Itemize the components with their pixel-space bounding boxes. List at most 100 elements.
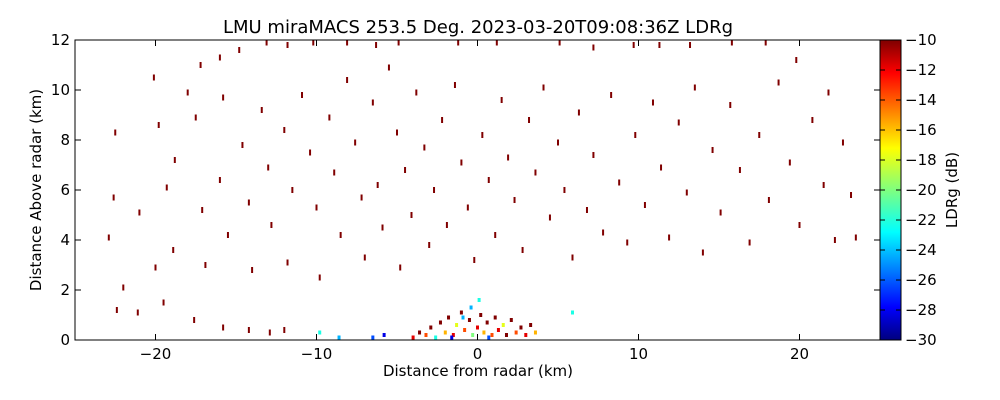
data-point	[487, 177, 490, 183]
data-point	[689, 42, 692, 48]
data-point	[748, 239, 751, 246]
data-point	[473, 257, 476, 263]
data-point	[482, 330, 486, 335]
data-point	[850, 192, 853, 198]
data-point	[513, 197, 516, 203]
data-point	[375, 42, 378, 48]
data-point	[585, 207, 588, 213]
data-point	[496, 328, 500, 332]
colorbar-tick-label: −12	[905, 61, 937, 79]
data-point	[677, 119, 680, 126]
x-tick-label: 10	[629, 345, 648, 363]
data-point	[451, 333, 455, 337]
data-point	[433, 187, 436, 193]
data-point	[152, 74, 155, 81]
data-point	[162, 299, 165, 306]
data-point	[443, 330, 447, 335]
data-point	[822, 182, 825, 188]
data-point	[411, 335, 415, 340]
data-point	[557, 139, 559, 146]
data-point	[528, 117, 531, 123]
data-point	[172, 247, 175, 253]
data-point	[701, 249, 704, 256]
data-point	[396, 129, 398, 136]
data-point	[173, 157, 176, 163]
data-point	[490, 333, 494, 337]
data-point	[548, 214, 551, 221]
colorbar-tick-label: −22	[905, 211, 937, 229]
data-point	[481, 132, 484, 138]
data-point	[247, 327, 250, 333]
data-point	[463, 328, 467, 332]
data-point	[730, 39, 733, 46]
data-point	[493, 315, 497, 320]
data-point	[201, 207, 204, 213]
y-axis-ticks: 0 2 4 6 8 10 12	[51, 31, 880, 349]
data-point	[399, 264, 402, 271]
data-point	[711, 147, 714, 153]
data-point	[558, 39, 561, 46]
data-point	[309, 149, 312, 156]
data-point	[758, 132, 761, 138]
colorbar-label: LDRg (dB)	[943, 152, 961, 228]
data-point	[312, 39, 315, 46]
data-point	[318, 330, 322, 335]
data-point	[788, 159, 791, 166]
data-point	[618, 179, 621, 186]
data-point	[238, 47, 241, 53]
data-point	[154, 264, 157, 271]
data-point	[571, 254, 574, 261]
colorbar-tick-label: −26	[905, 271, 937, 289]
data-point	[533, 330, 537, 335]
data-point	[466, 204, 469, 211]
data-points-layer	[107, 39, 857, 340]
colorbar-tick-label: −14	[905, 91, 937, 109]
data-point	[267, 164, 270, 171]
data-point	[841, 139, 844, 146]
data-point	[471, 333, 475, 337]
data-point	[193, 317, 196, 323]
data-point	[592, 44, 595, 51]
data-point	[467, 318, 471, 322]
colorbar-tick-label: −20	[905, 181, 937, 199]
data-point	[387, 64, 390, 71]
data-point	[283, 327, 286, 333]
data-point	[122, 284, 125, 291]
data-point	[509, 318, 513, 322]
data-point	[194, 114, 197, 121]
data-point	[764, 39, 767, 46]
data-point	[360, 194, 363, 201]
data-point	[719, 209, 722, 216]
data-point	[651, 99, 654, 106]
data-point	[222, 324, 225, 331]
data-point	[286, 42, 289, 48]
data-point	[658, 42, 661, 48]
data-point	[112, 194, 115, 201]
data-point	[415, 89, 418, 96]
data-point	[186, 89, 189, 96]
data-point	[459, 310, 463, 315]
data-point	[563, 187, 566, 193]
data-point	[685, 189, 688, 196]
data-point	[441, 117, 444, 123]
x-tick-label: −10	[301, 345, 333, 363]
data-point	[494, 232, 497, 238]
y-tick-label: 0	[60, 331, 70, 349]
data-point	[260, 107, 263, 113]
data-point	[854, 234, 857, 241]
x-tick-label: 20	[790, 345, 809, 363]
data-point	[795, 57, 798, 63]
data-point	[501, 323, 505, 327]
data-point	[218, 54, 221, 61]
x-axis-title: Distance from radar (km)	[383, 362, 573, 380]
data-point	[514, 330, 518, 335]
data-point	[114, 129, 117, 136]
y-tick-label: 10	[51, 81, 70, 99]
data-point	[291, 187, 294, 193]
data-point	[693, 84, 696, 91]
colorbar-ticks: −10 −12 −14 −16 −18 −20 −22 −24 −26 −28 −30	[880, 31, 937, 349]
data-point	[453, 82, 456, 88]
data-point	[767, 197, 770, 203]
data-point	[429, 325, 433, 330]
y-tick-label: 4	[60, 231, 70, 249]
